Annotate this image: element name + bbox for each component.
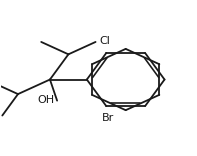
Text: Cl: Cl <box>100 36 111 46</box>
Text: Br: Br <box>102 113 114 123</box>
Text: OH: OH <box>38 95 55 105</box>
